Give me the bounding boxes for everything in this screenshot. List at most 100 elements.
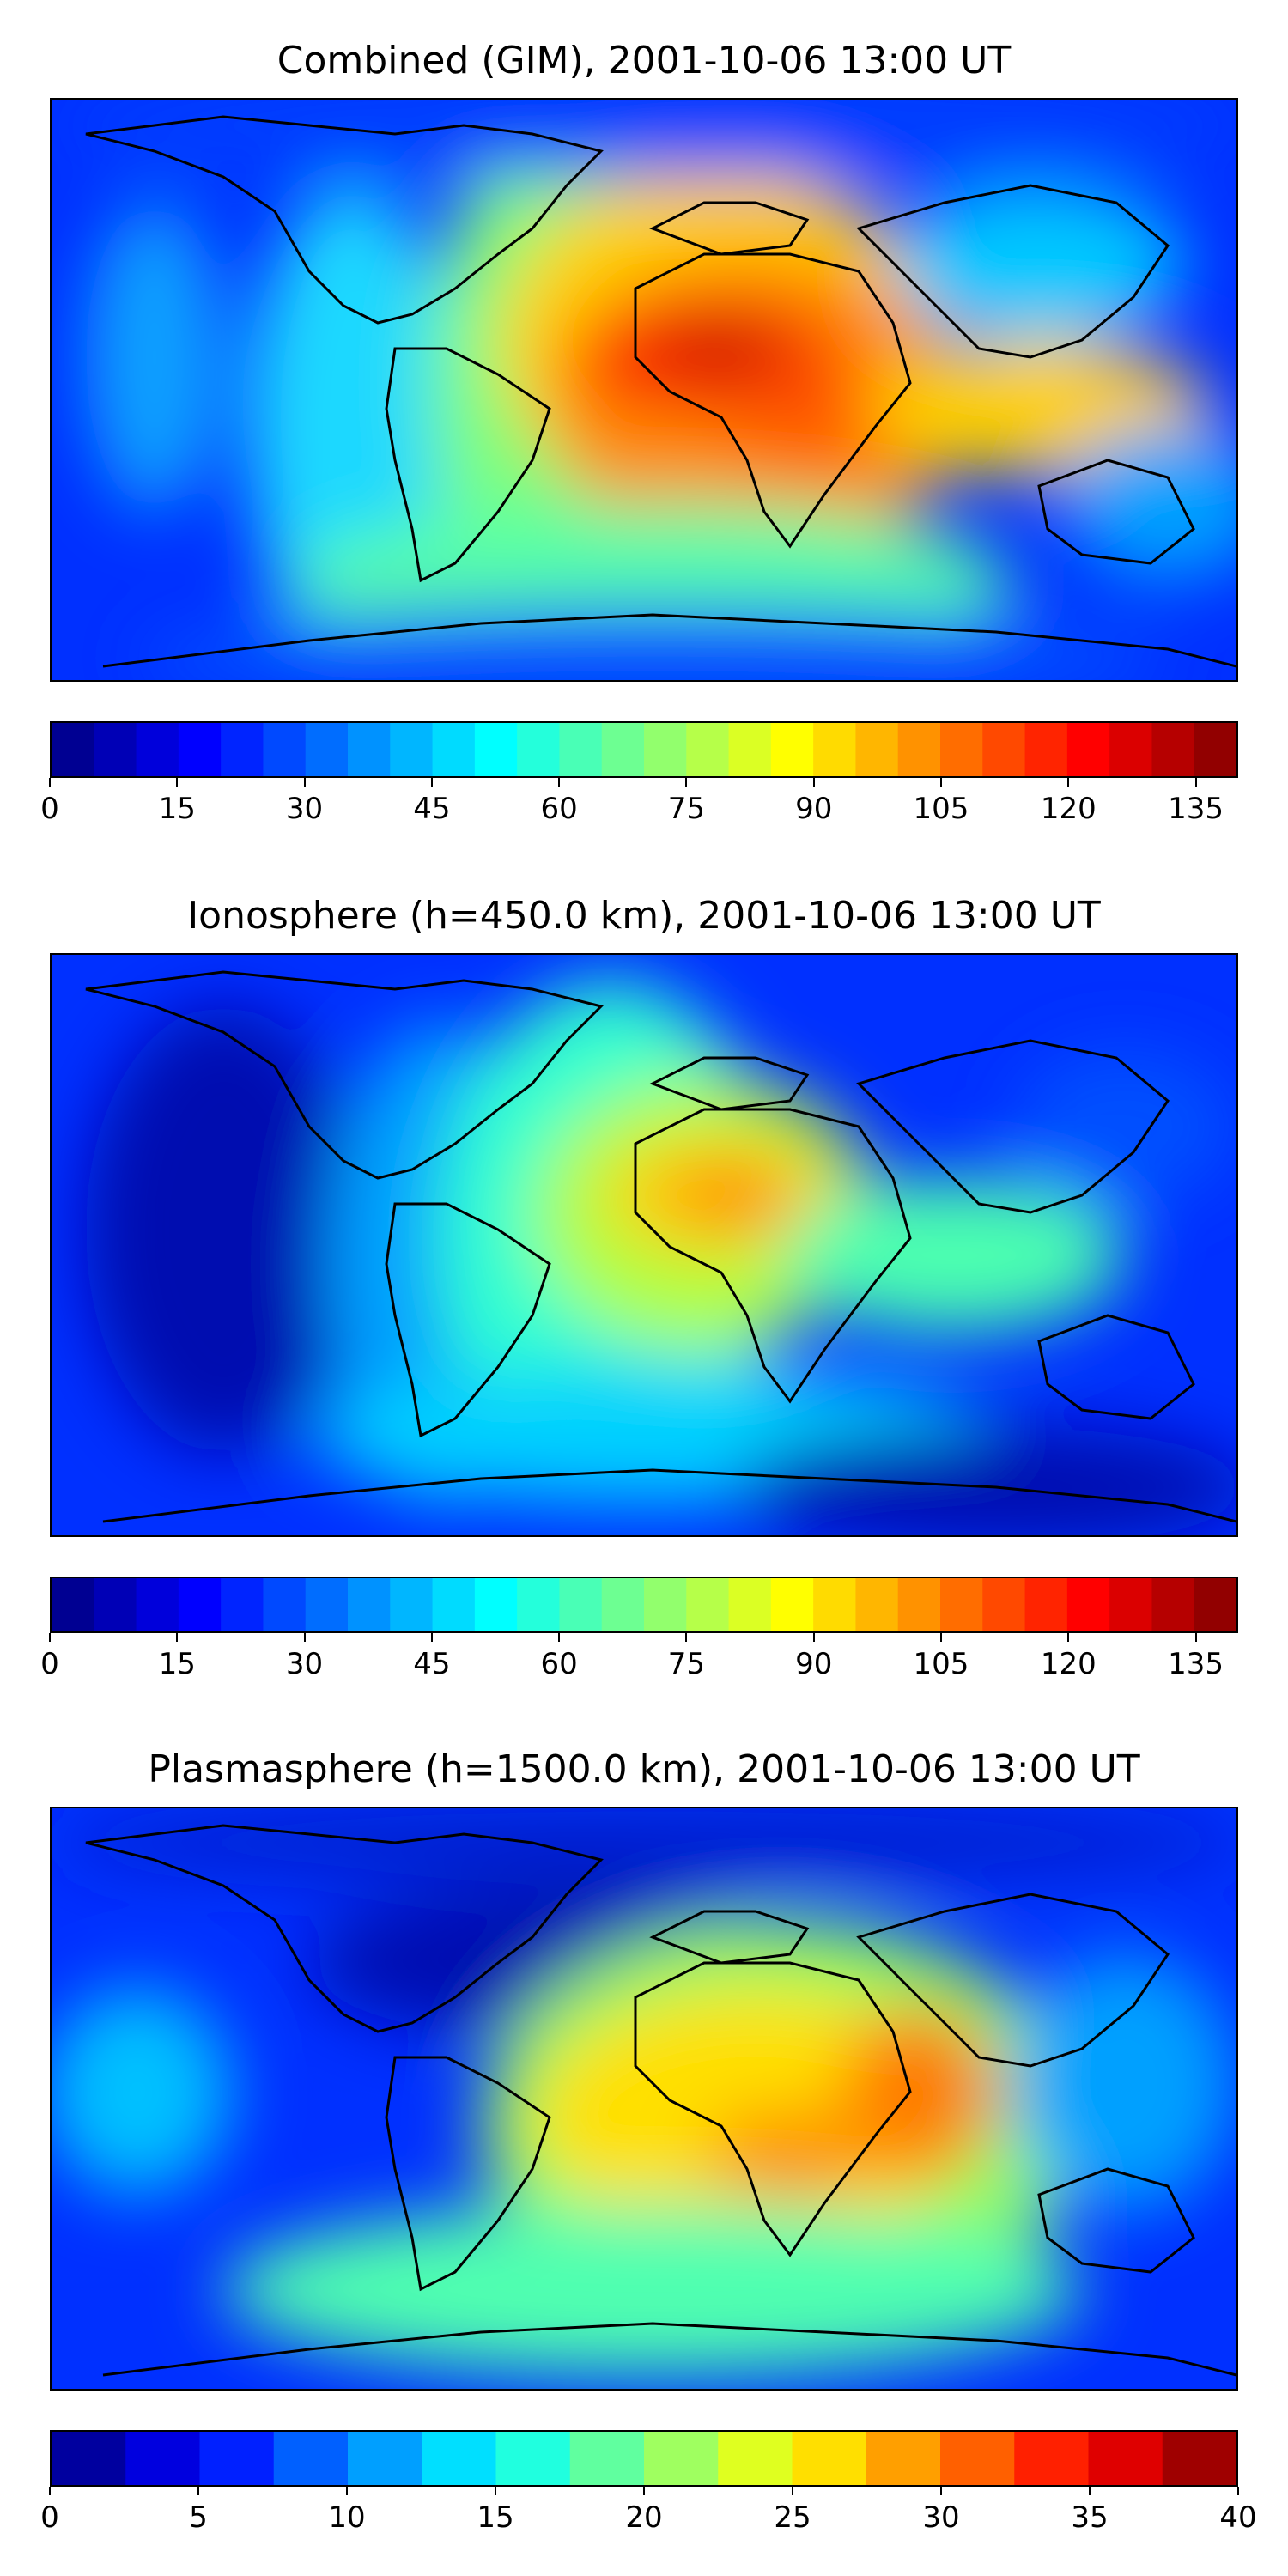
colorbar-swatches: [52, 723, 1236, 776]
colorbar: [50, 2430, 1238, 2487]
colorbar-tick-mark: [643, 2487, 645, 2495]
colorbar-tick-label: 60: [540, 1647, 578, 1681]
colorbar-ticks: 0 15 30 45 60 75 90 105 120 135: [40, 1633, 1238, 1685]
colorbar-swatch: [770, 1578, 814, 1631]
colorbar-swatch: [178, 723, 222, 776]
colorbar-swatch: [601, 723, 645, 776]
colorbar-swatch: [1151, 723, 1195, 776]
colorbar-swatch: [474, 723, 518, 776]
map-field: [52, 1808, 1236, 2389]
colorbar-tick-mark: [1067, 1633, 1070, 1642]
colorbar-tick-label: 45: [413, 792, 451, 826]
colorbar-tick-mark: [346, 2487, 348, 2495]
colorbar-tick-label: 60: [540, 792, 578, 826]
colorbar-swatch: [94, 723, 137, 776]
colorbar-swatch: [305, 1578, 349, 1631]
colorbar: [50, 721, 1238, 778]
colorbar-swatch: [569, 2432, 645, 2485]
colorbar-swatch: [199, 2432, 275, 2485]
colorbar-tick-label: 15: [158, 1647, 196, 1681]
colorbar-ticks: 0 5 10 15 20 25 30 35 40: [40, 2487, 1257, 2538]
colorbar-tick-label: 20: [625, 2500, 663, 2535]
colorbar-swatch: [559, 1578, 603, 1631]
colorbar-swatch: [1088, 2432, 1163, 2485]
colorbar-swatch: [855, 1578, 899, 1631]
colorbar-tick-mark: [197, 2487, 199, 2495]
colorbar-tick-mark: [812, 778, 815, 787]
colorbar-tick-mark: [49, 778, 51, 787]
colorbar-tick-mark: [49, 1633, 51, 1642]
colorbar-swatch: [178, 1578, 222, 1631]
colorbar-tick-label: 120: [1040, 792, 1097, 826]
colorbar-swatch: [1194, 723, 1236, 776]
colorbar-tick-mark: [940, 778, 942, 787]
colorbar-swatch: [866, 2432, 941, 2485]
colorbar-swatch: [718, 2432, 793, 2485]
colorbar-swatch: [390, 723, 434, 776]
coastlines: [85, 970, 1236, 1523]
colorbar-swatch: [495, 2432, 571, 2485]
colorbar-swatch: [432, 723, 476, 776]
colorbar-swatch: [1066, 723, 1110, 776]
colorbar-swatch: [1066, 1578, 1110, 1631]
colorbar-swatch: [813, 723, 857, 776]
panel-title: Plasmasphere (h=1500.0 km), 2001-10-06 1…: [148, 1747, 1140, 1791]
colorbar-swatch: [517, 723, 561, 776]
map-plot: [50, 1807, 1238, 2391]
colorbar-swatch: [644, 1578, 687, 1631]
colorbar-tick-label: 120: [1040, 1647, 1097, 1681]
colorbar-swatch: [1109, 1578, 1153, 1631]
colorbar-swatch: [1109, 723, 1153, 776]
colorbar-tick-label: 5: [189, 2500, 208, 2535]
colorbar-swatch: [792, 2432, 867, 2485]
colorbar-swatch: [1014, 2432, 1090, 2485]
colorbar-tick-mark: [940, 1633, 942, 1642]
colorbar-tick-mark: [558, 1633, 561, 1642]
colorbar-swatch: [263, 723, 307, 776]
map-plot: [50, 953, 1238, 1537]
colorbar-swatch: [940, 723, 983, 776]
colorbar-swatch: [422, 2432, 497, 2485]
colorbar-swatch: [348, 2432, 422, 2485]
colorbar-tick-mark: [558, 778, 561, 787]
colorbar-swatch: [136, 723, 179, 776]
colorbar-tick-mark: [176, 778, 179, 787]
colorbar-tick-mark: [940, 2487, 942, 2495]
colorbar-swatch: [728, 1578, 772, 1631]
coastlines: [85, 1824, 1236, 2377]
colorbar-swatch: [813, 1578, 857, 1631]
colorbar-tick-label: 30: [285, 792, 324, 826]
colorbar-swatch: [1162, 2432, 1236, 2485]
colorbar-swatch: [474, 1578, 518, 1631]
colorbar-tick-label: 0: [40, 2500, 59, 2535]
colorbar-swatch: [1024, 1578, 1068, 1631]
colorbar-tick-label: 75: [667, 1647, 706, 1681]
colorbar-tick-label: 75: [667, 792, 706, 826]
colorbar-tick-mark: [495, 2487, 496, 2495]
colorbar-swatch: [273, 2432, 349, 2485]
map-field: [52, 955, 1236, 1535]
colorbar-tick-label: 90: [795, 792, 833, 826]
colorbar-swatch: [52, 1578, 94, 1631]
colorbar-tick-label: 90: [795, 1647, 833, 1681]
colorbar-tick-mark: [176, 1633, 179, 1642]
colorbar-tick-mark: [49, 2487, 51, 2495]
colorbar-swatch: [348, 1578, 391, 1631]
colorbar-swatch: [686, 1578, 730, 1631]
colorbar-tick-label: 0: [40, 792, 59, 826]
colorbar-swatch: [559, 723, 603, 776]
colorbar-swatch: [517, 1578, 561, 1631]
colorbar-swatch: [94, 1578, 137, 1631]
colorbar-swatch: [644, 723, 687, 776]
colorbar-swatch: [52, 2432, 126, 2485]
colorbar-swatch: [221, 723, 264, 776]
colorbar-swatch: [940, 2432, 1015, 2485]
colorbar-tick-mark: [685, 1633, 688, 1642]
colorbar-swatch: [221, 1578, 264, 1631]
colorbar-tick-label: 45: [413, 1647, 451, 1681]
colorbar-swatch: [982, 1578, 1026, 1631]
colorbar: [50, 1577, 1238, 1633]
colorbar-swatch: [1194, 1578, 1236, 1631]
colorbar-swatch: [982, 723, 1026, 776]
colorbar-tick-mark: [1067, 778, 1070, 787]
